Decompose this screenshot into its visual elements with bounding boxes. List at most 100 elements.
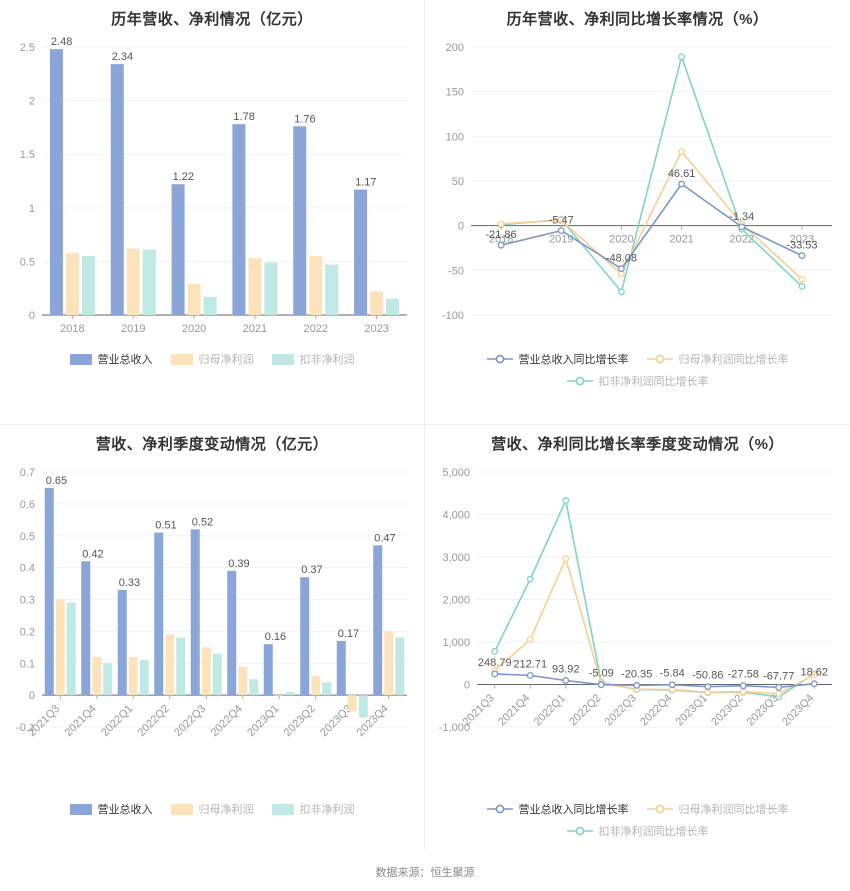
svg-text:1.22: 1.22 [173, 171, 194, 183]
svg-text:2021Q4: 2021Q4 [63, 703, 99, 739]
svg-text:0.6: 0.6 [20, 499, 35, 511]
svg-text:2021Q4: 2021Q4 [496, 692, 532, 728]
svg-text:2.5: 2.5 [20, 42, 35, 54]
svg-text:0.3: 0.3 [20, 595, 35, 607]
svg-text:-27.58: -27.58 [728, 669, 759, 681]
svg-text:-50: -50 [448, 265, 464, 277]
chart-title-annual-amounts: 历年营收、净利情况（亿元） [111, 11, 313, 28]
data-source-footer: 数据来源：恒生聚源 [375, 867, 475, 879]
chart-plot-quarterly-growth: -1,000 0 1,000 2,000 3,000 4,000 5,000 2021Q3 20… [425, 454, 850, 799]
svg-text:2023Q2: 2023Q2 [282, 703, 318, 739]
legend-item-deducted[interactable]: 扣非净利润 [271, 351, 355, 367]
legend-label-netprofit-q: 归母净利润 [198, 804, 254, 816]
svg-text:-5.09: -5.09 [589, 668, 614, 680]
legend-item-netprofit[interactable]: 归母净利润 [170, 351, 254, 367]
svg-text:-0.1: -0.1 [16, 722, 35, 734]
legend-label-deducted-growth-q: 扣非净利润同比增长率 [598, 826, 709, 838]
svg-text:-5.47: -5.47 [549, 215, 574, 227]
svg-text:1,000: 1,000 [442, 637, 470, 649]
svg-text:2019: 2019 [121, 323, 145, 335]
legend-label-revenue-growth: 营业总收入同比增长率 [518, 354, 629, 366]
svg-text:2021: 2021 [669, 234, 693, 246]
legend-item-deducted-q[interactable]: 扣非净利润 [271, 801, 355, 817]
legend-swatch-netprofit-growth [646, 353, 673, 365]
svg-text:2022Q2: 2022Q2 [136, 703, 172, 739]
svg-text:2023Q1: 2023Q1 [674, 692, 710, 728]
svg-text:3,000: 3,000 [442, 552, 470, 564]
annual-growth-svg: -100 -50 0 50 100 150 200 2018 2019 2020 2021 2022 2… [442, 42, 832, 322]
svg-text:2022Q3: 2022Q3 [603, 692, 639, 728]
svg-text:0: 0 [458, 221, 464, 233]
legend-label-netprofit-growth-q: 归母净利润同比增长率 [678, 804, 789, 816]
legend-annual-growth: 营业总收入同比增长率 归母净利润同比增长率 扣非净利润同比增长率 [425, 351, 850, 389]
svg-text:1.5: 1.5 [20, 149, 35, 161]
svg-text:2021: 2021 [243, 323, 267, 335]
svg-text:4,000: 4,000 [442, 510, 470, 522]
annual-amounts-svg: 0 0.5 1 1.5 2 2.5 2018 2019 2020 2021 2022 2023 2.48… [20, 36, 407, 335]
svg-text:2018: 2018 [489, 234, 513, 246]
svg-text:0: 0 [29, 310, 35, 322]
legend-item-netprofit-growth-q[interactable]: 归母净利润同比增长率 [646, 801, 789, 817]
svg-text:0.33: 0.33 [119, 577, 140, 589]
svg-text:0.47: 0.47 [374, 532, 395, 544]
legend-item-revenue-growth-q[interactable]: 营业总收入同比增长率 [486, 801, 629, 817]
chart-plot-annual-growth: -100 -50 0 50 100 150 200 2018 2019 2020 2021 2022 2… [425, 29, 850, 349]
legend-swatch-netprofit-q [170, 803, 193, 815]
svg-text:0.4: 0.4 [20, 563, 35, 575]
svg-text:2022Q4: 2022Q4 [638, 692, 674, 728]
svg-text:2021Q3: 2021Q3 [461, 692, 497, 728]
legend-item-deducted-growth[interactable]: 扣非净利润同比增长率 [566, 373, 709, 389]
svg-text:18.62: 18.62 [800, 667, 828, 679]
svg-text:1: 1 [29, 203, 35, 215]
svg-text:0.42: 0.42 [82, 548, 103, 560]
svg-text:248.79: 248.79 [478, 657, 512, 669]
svg-text:0.7: 0.7 [20, 467, 35, 479]
svg-text:200: 200 [446, 42, 464, 54]
svg-text:0.5: 0.5 [20, 256, 35, 268]
svg-text:2.48: 2.48 [51, 36, 72, 48]
svg-text:1.78: 1.78 [233, 111, 254, 123]
svg-text:46.61: 46.61 [668, 168, 696, 180]
chart-panel-annual-growth: 历年营收、净利同比增长率情况（%） -100 -50 0 50 100 150 200 201… [425, 0, 850, 425]
legend-item-revenue-q[interactable]: 营业总收入 [69, 801, 153, 817]
svg-text:0.39: 0.39 [228, 558, 249, 570]
svg-text:1.17: 1.17 [355, 177, 376, 189]
legend-swatch-deducted [271, 353, 294, 365]
svg-text:2018: 2018 [60, 323, 84, 335]
svg-text:2022: 2022 [730, 234, 754, 246]
svg-text:0.17: 0.17 [338, 628, 359, 640]
svg-text:-5.84: -5.84 [660, 668, 685, 680]
svg-text:-50.86: -50.86 [692, 670, 723, 682]
svg-text:2022Q3: 2022Q3 [172, 703, 208, 739]
svg-text:2022Q1: 2022Q1 [532, 692, 568, 728]
legend-label-revenue: 营业总收入 [97, 354, 153, 366]
svg-text:0: 0 [464, 680, 470, 692]
svg-text:-1.34: -1.34 [729, 211, 754, 223]
svg-text:0.16: 0.16 [265, 631, 286, 643]
legend-item-deducted-growth-q[interactable]: 扣非净利润同比增长率 [566, 823, 709, 839]
legend-item-revenue-growth[interactable]: 营业总收入同比增长率 [486, 351, 629, 367]
chart-title-annual-growth: 历年营收、净利同比增长率情况（%） [506, 11, 769, 28]
chart-panel-annual-amounts: 历年营收、净利情况（亿元） 0 0.5 1 1.5 2 2.5 2018 2019 2020 20… [0, 0, 425, 425]
legend-item-netprofit-q[interactable]: 归母净利润 [170, 801, 254, 817]
chart-panel-quarterly-growth: 营收、净利同比增长率季度变动情况（%） -1,000 0 1,000 2,000 3,0… [425, 425, 850, 850]
svg-text:2022Q4: 2022Q4 [209, 703, 245, 739]
svg-text:0.52: 0.52 [192, 516, 213, 528]
svg-text:100: 100 [446, 131, 464, 143]
svg-text:-100: -100 [442, 310, 464, 322]
svg-text:2023Q4: 2023Q4 [780, 692, 816, 728]
svg-text:2020: 2020 [609, 234, 633, 246]
svg-text:0.2: 0.2 [20, 626, 35, 638]
legend-item-netprofit-growth[interactable]: 归母净利润同比增长率 [646, 351, 789, 367]
legend-label-netprofit: 归母净利润 [198, 354, 254, 366]
svg-text:2021Q3: 2021Q3 [26, 703, 62, 739]
legend-item-revenue[interactable]: 营业总收入 [69, 351, 153, 367]
legend-swatch-netprofit [170, 353, 193, 365]
svg-text:0.5: 0.5 [20, 531, 35, 543]
legend-quarterly-amounts: 营业总收入 归母净利润 扣非净利润 [0, 801, 424, 817]
svg-text:2: 2 [29, 96, 35, 108]
svg-text:212.71: 212.71 [513, 658, 547, 670]
legend-label-deducted-growth: 扣非净利润同比增长率 [598, 376, 709, 388]
legend-label-deducted-q: 扣非净利润 [299, 804, 355, 816]
